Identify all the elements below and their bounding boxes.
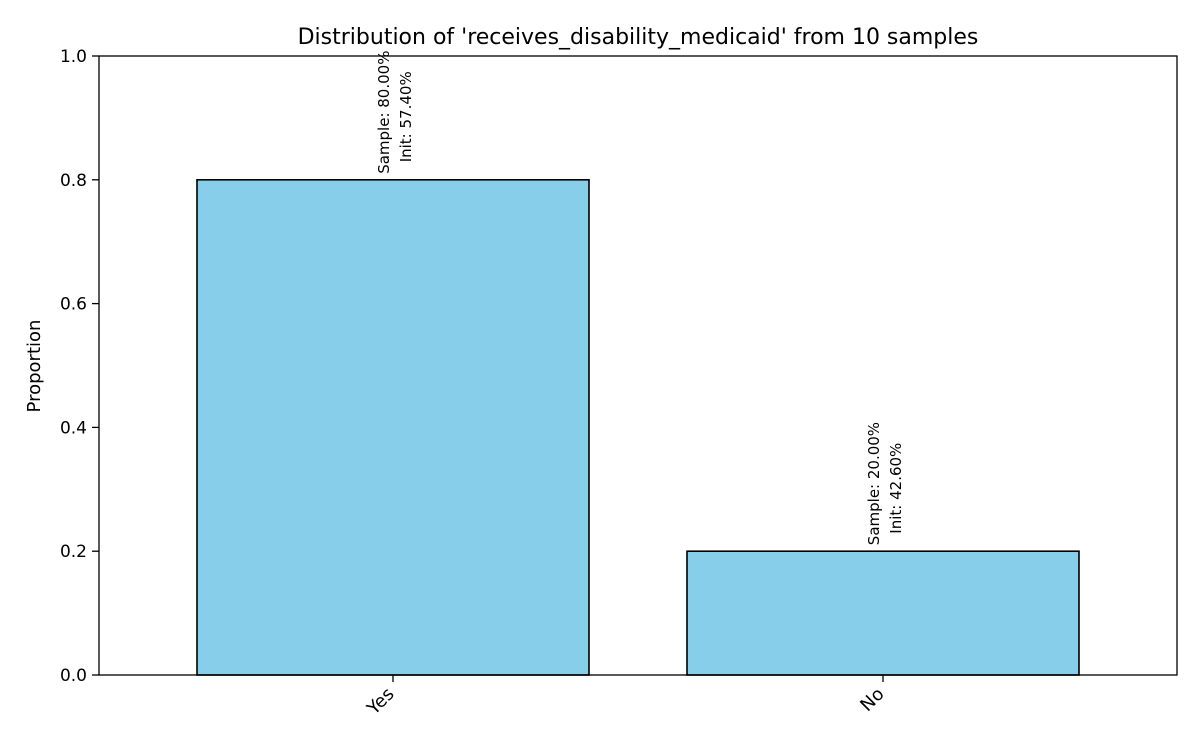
plot-frame <box>98 55 1178 676</box>
chart-title: Distribution of 'receives_disability_med… <box>298 25 979 50</box>
x-axis-ticks: Yes No <box>362 675 889 720</box>
x-tick-label: Yes <box>362 684 398 720</box>
bar-yes <box>196 179 590 676</box>
y-tick-label: 0.6 <box>60 295 87 315</box>
bar-labels-group: Sample: 80.00% Init: 57.40% Sample: 20.00%… <box>375 51 905 546</box>
y-tick-label: 0.8 <box>60 171 87 191</box>
bar-label-sample: Sample: 20.00% <box>865 422 883 545</box>
bar-label-sample: Sample: 80.00% <box>375 51 393 174</box>
y-axis-ticks: 0.0 0.2 0.4 0.6 0.8 1.0 <box>60 47 99 686</box>
y-tick-label: 1.0 <box>60 47 87 67</box>
y-tick-label: 0.2 <box>60 542 87 562</box>
bars-group <box>196 179 1080 676</box>
y-tick-label: 0.4 <box>60 418 87 438</box>
y-tick-label: 0.0 <box>60 666 87 686</box>
bar-label-init: Init: 42.60% <box>887 443 905 534</box>
x-tick-label: No <box>856 684 888 716</box>
bar-no <box>686 550 1080 676</box>
y-axis-label: Proportion <box>24 320 45 413</box>
bar-label-init: Init: 57.40% <box>397 71 415 162</box>
